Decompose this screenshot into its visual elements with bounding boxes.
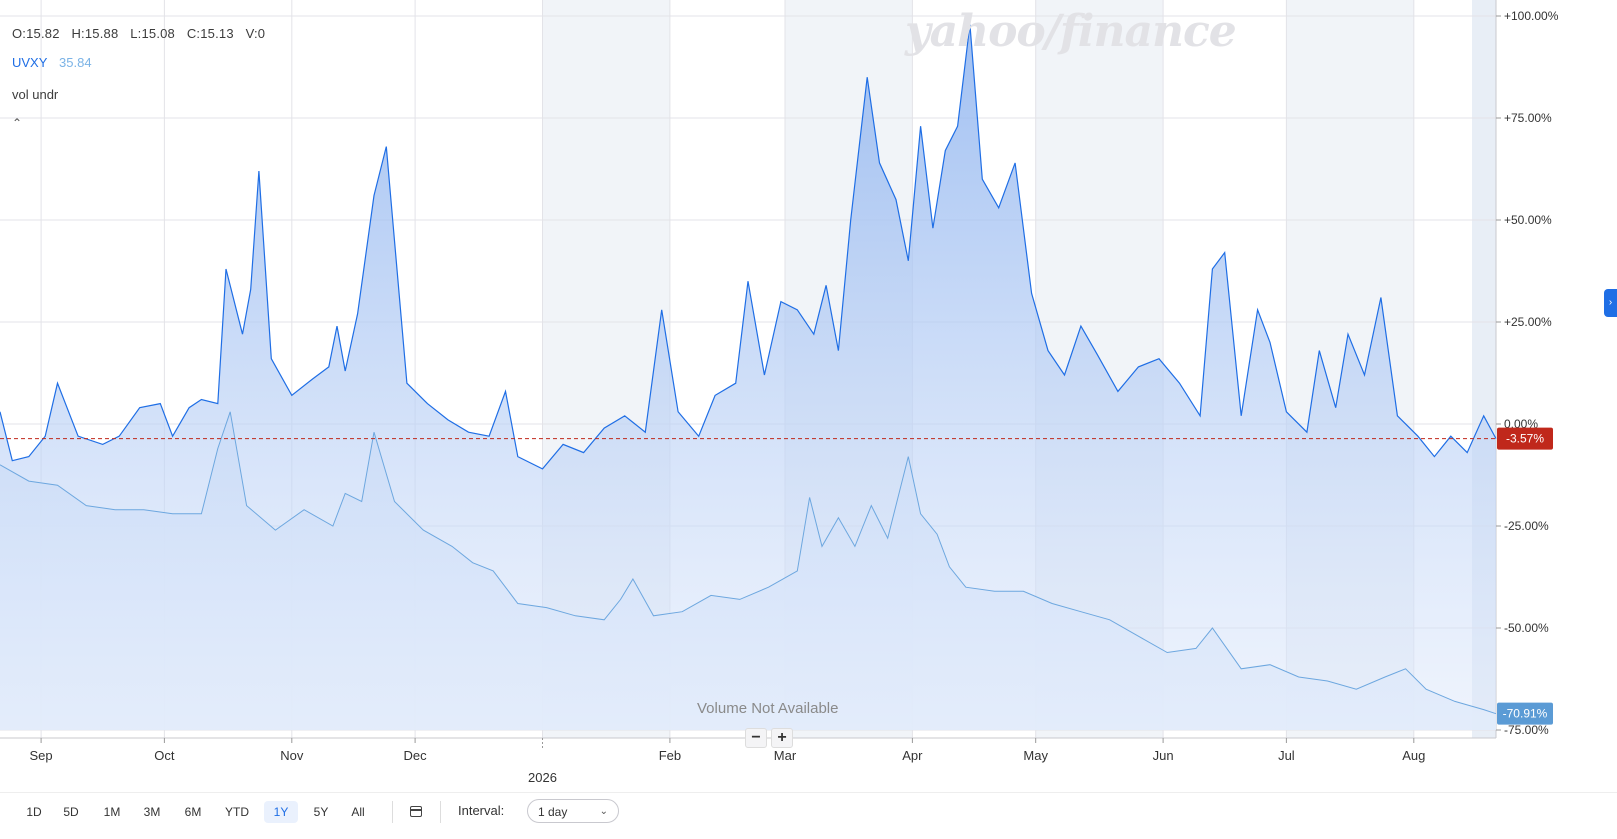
close-value: C:15.13: [186, 26, 234, 41]
x-axis-tick-labels: Sep Oct Nov Dec 2026 Feb Mar Apr May Jun Jul Aug: [30, 738, 1425, 785]
x-tick-label: Aug: [1402, 748, 1425, 763]
comparison-legend[interactable]: UVXY 35.84: [12, 55, 92, 70]
interval-select[interactable]: 1 day ⌄: [527, 799, 619, 823]
range-5d[interactable]: 5D: [63, 805, 79, 819]
toolbar-divider: [392, 801, 393, 823]
y-tick-label: +50.00%: [1504, 213, 1552, 227]
volume-not-available: Volume Not Available: [697, 700, 839, 717]
range-1d[interactable]: 1D: [26, 805, 42, 819]
uvxy-last-marker-bg: [1497, 702, 1553, 725]
range-ytd[interactable]: YTD: [225, 805, 249, 819]
y-tick-label: -25.00%: [1504, 519, 1549, 533]
open-value: O:15.82: [12, 26, 60, 41]
x-tick-label: May: [1023, 748, 1048, 763]
range-toolbar: 1D 5D 1M 3M 6M YTD 1Y 5Y All Interval: 1…: [0, 792, 1617, 835]
x-tick-label: Feb: [659, 748, 681, 763]
low-value: L:15.08: [130, 26, 175, 41]
main-symbol-label[interactable]: vol undr: [12, 87, 59, 102]
chevron-down-icon: ⌄: [599, 806, 608, 817]
x-tick-label: Mar: [774, 748, 797, 763]
line-vol-undr: [0, 24, 1497, 470]
y-axis-tick-labels: +100.00% +75.00% +50.00% +25.00% 0.00% -25.00…: [1496, 9, 1559, 737]
y-tick-label: 0.00%: [1504, 417, 1538, 431]
x-tick-label: Dec: [404, 748, 428, 763]
last-value-markers: -3.57% -70.91%: [1497, 427, 1553, 725]
vol-undr-last-marker-label: -3.57%: [1506, 432, 1544, 446]
area-vol-undr: [0, 24, 1496, 730]
high-value: H:15.88: [71, 26, 119, 41]
x-tick-label: Apr: [902, 748, 923, 763]
yahoo-finance-logo: yahoo/finance: [905, 6, 1237, 57]
comparison-symbol[interactable]: UVXY: [12, 55, 48, 70]
range-5y[interactable]: 5Y: [313, 805, 329, 819]
zoom-in-button[interactable]: +: [771, 728, 793, 748]
range-3m[interactable]: 3M: [143, 805, 161, 819]
x-tick-label: Jun: [1153, 748, 1174, 763]
interval-label: Interval:: [458, 803, 505, 818]
line-uvxy: [0, 411, 1497, 715]
chevron-right-icon[interactable]: ›: [1604, 289, 1617, 317]
x-tick-label: Nov: [280, 748, 304, 763]
calendar-icon[interactable]: [410, 806, 422, 817]
range-6m[interactable]: 6M: [184, 805, 202, 819]
volume-value: V:0: [245, 26, 266, 41]
comparison-value: 35.84: [59, 55, 92, 70]
uvxy-last-marker-label: -70.91%: [1503, 707, 1548, 721]
interval-value: 1 day: [538, 805, 568, 819]
series-areas: [0, 24, 1496, 730]
x-tick-label: 2026: [528, 770, 557, 785]
zoom-out-button[interactable]: −: [745, 728, 767, 748]
range-all[interactable]: All: [351, 805, 365, 819]
zoom-controls: − +: [745, 728, 793, 748]
chevron-up-icon[interactable]: ⌃: [12, 116, 23, 130]
y-tick-label: +75.00%: [1504, 111, 1552, 125]
x-tick-label: Sep: [30, 748, 53, 763]
y-tick-label: -75.00%: [1504, 723, 1549, 737]
range-1y[interactable]: 1Y: [264, 801, 298, 823]
y-tick-label: +25.00%: [1504, 315, 1552, 329]
x-tick-label: Oct: [154, 748, 175, 763]
range-1m[interactable]: 1M: [103, 805, 121, 819]
x-tick-label: Jul: [1278, 748, 1295, 763]
ohlc-readout: O:15.82 H:15.88 L:15.08 C:15.13 V:0: [12, 26, 273, 41]
toolbar-divider: [440, 801, 441, 823]
vol-undr-last-marker-bg: [1497, 427, 1553, 450]
y-tick-label: +100.00%: [1504, 9, 1559, 23]
y-tick-label: -50.00%: [1504, 621, 1549, 635]
series-lines: [0, 24, 1497, 715]
